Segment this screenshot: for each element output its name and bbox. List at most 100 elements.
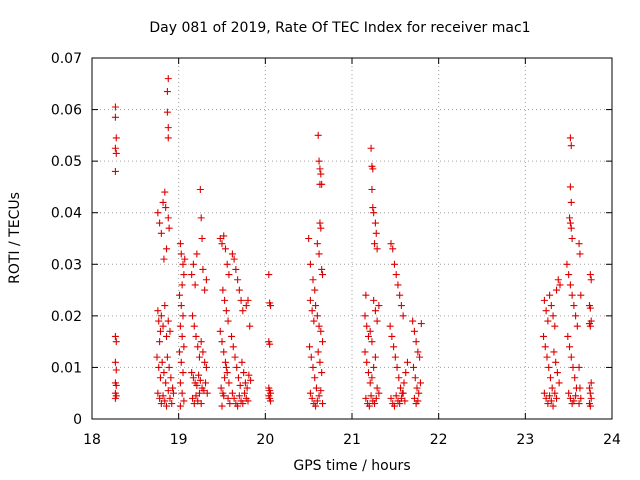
data-point xyxy=(309,363,317,371)
data-point xyxy=(318,180,326,188)
data-point xyxy=(545,363,553,371)
data-point xyxy=(228,250,236,258)
data-point xyxy=(176,402,184,410)
data-point xyxy=(229,343,237,351)
data-point xyxy=(366,379,374,387)
data-point xyxy=(180,343,188,351)
data-point xyxy=(308,307,316,315)
data-point xyxy=(154,307,162,315)
data-point xyxy=(221,245,229,253)
data-point xyxy=(319,271,327,279)
data-point xyxy=(309,276,317,284)
data-point xyxy=(156,374,164,382)
data-point xyxy=(368,338,376,346)
data-point xyxy=(397,302,405,310)
data-points xyxy=(111,75,595,410)
data-point xyxy=(242,302,250,310)
data-point xyxy=(362,291,370,299)
data-point xyxy=(586,402,594,410)
data-point xyxy=(547,302,555,310)
data-point xyxy=(566,214,574,222)
data-point xyxy=(586,389,594,397)
data-point xyxy=(220,232,228,240)
data-point xyxy=(167,374,175,382)
data-point xyxy=(318,369,326,377)
data-point xyxy=(542,307,550,315)
data-point xyxy=(111,144,119,152)
data-point xyxy=(233,363,241,371)
data-point xyxy=(576,384,584,392)
data-point xyxy=(569,363,577,371)
data-point xyxy=(570,302,578,310)
data-point xyxy=(168,400,176,408)
data-point xyxy=(222,363,230,371)
data-point xyxy=(196,186,204,194)
data-point xyxy=(371,307,379,315)
data-point xyxy=(230,394,238,402)
data-point xyxy=(111,103,119,111)
data-point xyxy=(396,400,404,408)
data-point xyxy=(197,338,205,346)
data-point xyxy=(310,317,318,325)
data-point xyxy=(267,397,275,405)
data-point xyxy=(111,358,119,366)
y-tick-label: 0.05 xyxy=(51,154,82,170)
data-point xyxy=(373,384,381,392)
data-point xyxy=(585,384,593,392)
data-point xyxy=(553,369,561,377)
data-point xyxy=(189,260,197,268)
data-point xyxy=(409,317,417,325)
data-point xyxy=(399,389,407,397)
data-point xyxy=(364,369,372,377)
data-point xyxy=(237,296,245,304)
data-point xyxy=(305,235,313,242)
data-point xyxy=(587,394,595,402)
data-point xyxy=(544,317,552,325)
data-point xyxy=(368,186,376,194)
data-point xyxy=(317,327,325,335)
data-point xyxy=(566,134,574,142)
data-point xyxy=(394,281,402,289)
data-point xyxy=(543,353,551,361)
data-point xyxy=(391,353,399,361)
data-point xyxy=(111,394,119,402)
data-point xyxy=(216,327,224,335)
data-point xyxy=(190,322,198,330)
data-point xyxy=(317,387,325,395)
data-point xyxy=(365,402,373,410)
data-point xyxy=(567,142,575,150)
data-point xyxy=(312,302,320,310)
data-point xyxy=(312,402,320,410)
data-point xyxy=(361,348,369,356)
data-point xyxy=(163,88,171,96)
data-point xyxy=(411,374,419,382)
data-point xyxy=(552,358,560,366)
data-point xyxy=(153,353,161,361)
data-point xyxy=(549,312,557,320)
data-point xyxy=(316,219,324,227)
data-point xyxy=(308,394,316,402)
data-point xyxy=(397,384,405,392)
data-point xyxy=(554,276,562,284)
data-point xyxy=(240,369,248,377)
data-point xyxy=(195,371,203,379)
data-point xyxy=(178,332,186,340)
data-point xyxy=(165,363,173,371)
data-point xyxy=(306,296,314,304)
data-point xyxy=(111,113,119,121)
data-point xyxy=(176,348,184,356)
data-point xyxy=(267,302,275,310)
data-point xyxy=(239,400,247,408)
data-point xyxy=(234,276,242,284)
data-point xyxy=(223,369,231,377)
data-point xyxy=(390,402,398,410)
data-point xyxy=(575,363,583,371)
data-point xyxy=(199,265,207,273)
data-point xyxy=(202,276,210,284)
data-point xyxy=(177,358,185,366)
data-point xyxy=(577,291,585,299)
data-point xyxy=(241,379,249,387)
data-point xyxy=(361,312,369,320)
x-tick-label: 24 xyxy=(603,432,621,448)
data-point xyxy=(570,397,578,405)
